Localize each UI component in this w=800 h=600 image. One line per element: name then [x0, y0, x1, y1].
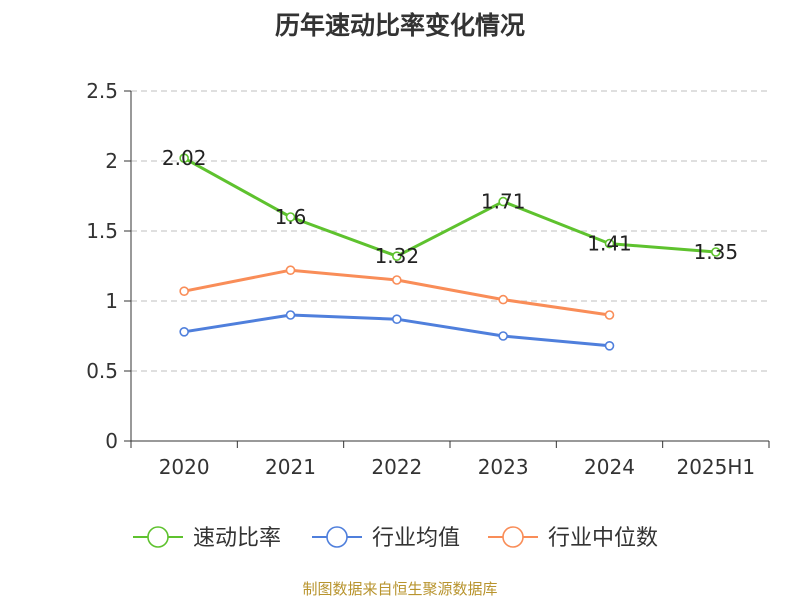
- data-point[interactable]: [392, 275, 402, 285]
- data-point[interactable]: [711, 247, 721, 257]
- legend[interactable]: 速动比率 行业均值 行业中位数: [133, 526, 658, 551]
- y-tick-label: 0: [105, 429, 118, 453]
- data-point[interactable]: [179, 153, 189, 163]
- x-tick-label: 2021: [265, 455, 316, 479]
- data-label: 2.02: [162, 146, 207, 170]
- legend-label: 速动比率: [193, 526, 281, 551]
- series-line: [183, 156, 716, 258]
- legend-marker: [502, 526, 524, 548]
- series-layer: [179, 153, 721, 351]
- data-point[interactable]: [604, 310, 615, 320]
- data-point[interactable]: [392, 251, 402, 262]
- data-point[interactable]: [604, 340, 615, 351]
- data-point[interactable]: [179, 326, 189, 337]
- x-tick-label: 2020: [159, 455, 210, 479]
- x-tick-label: 2024: [584, 455, 635, 479]
- axes: 0 0.5 1 1.5 2 2.5 2020 2021 2022 2023 2024 2025H1: [86, 79, 770, 479]
- data-label: 1.35: [694, 240, 739, 264]
- data-point[interactable]: [179, 286, 189, 297]
- data-source-note: 制图数据来自恒生聚源数据库: [302, 580, 498, 598]
- chart-title: 历年速动比率变化情况: [274, 11, 525, 40]
- x-tick-label: 2023: [478, 455, 529, 479]
- legend-item[interactable]: 行业均值: [312, 526, 460, 551]
- y-tick-label: 1.5: [86, 219, 118, 243]
- data-point[interactable]: [604, 238, 615, 249]
- data-point[interactable]: [285, 212, 296, 222]
- legend-item[interactable]: 速动比率: [133, 526, 281, 551]
- x-tick-label: 2022: [371, 455, 422, 479]
- legend-marker: [147, 526, 169, 548]
- data-point[interactable]: [285, 265, 296, 276]
- grid-lines: [131, 90, 769, 372]
- legend-item[interactable]: 行业中位数: [488, 526, 658, 551]
- legend-marker: [326, 526, 348, 548]
- data-label: 1.32: [375, 244, 420, 268]
- y-tick-label: 1: [105, 289, 118, 313]
- legend-label: 行业中位数: [548, 526, 658, 551]
- legend-label: 行业均值: [372, 526, 460, 551]
- data-label: 1.71: [481, 190, 526, 214]
- data-point[interactable]: [285, 310, 296, 320]
- data-point[interactable]: [392, 314, 402, 325]
- y-tick-label: 2.5: [86, 79, 118, 103]
- data-label: 1.41: [587, 232, 632, 256]
- y-tick-label: 2: [105, 149, 118, 173]
- data-point[interactable]: [498, 331, 508, 341]
- data-labels: 2.02 1.6 1.32 1.71 1.41 1.35: [162, 146, 738, 268]
- data-point[interactable]: [498, 294, 508, 305]
- x-tick-label: 2025H1: [676, 455, 755, 479]
- data-point[interactable]: [498, 196, 508, 207]
- data-label: 1.6: [275, 205, 307, 229]
- y-tick-label: 0.5: [86, 359, 118, 383]
